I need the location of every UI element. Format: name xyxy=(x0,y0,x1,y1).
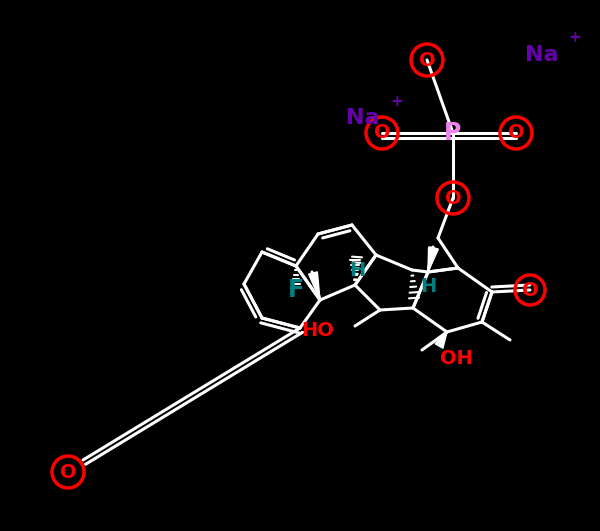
Text: H: H xyxy=(349,261,365,280)
Text: P: P xyxy=(445,121,461,145)
Polygon shape xyxy=(308,272,320,300)
Text: O: O xyxy=(445,189,461,208)
Text: F: F xyxy=(288,278,304,302)
Text: O: O xyxy=(508,124,524,142)
Text: Na: Na xyxy=(346,108,380,128)
Text: O: O xyxy=(59,463,76,482)
Text: +: + xyxy=(390,93,403,108)
Text: H: H xyxy=(420,277,436,295)
Text: O: O xyxy=(521,280,538,299)
Polygon shape xyxy=(428,247,439,272)
Text: O: O xyxy=(419,50,436,70)
Text: O: O xyxy=(374,124,391,142)
Text: Na: Na xyxy=(525,45,559,65)
Text: OH: OH xyxy=(440,348,473,367)
Text: +: + xyxy=(568,30,581,46)
Text: HO: HO xyxy=(302,321,334,339)
Polygon shape xyxy=(435,332,447,348)
Polygon shape xyxy=(428,247,437,272)
